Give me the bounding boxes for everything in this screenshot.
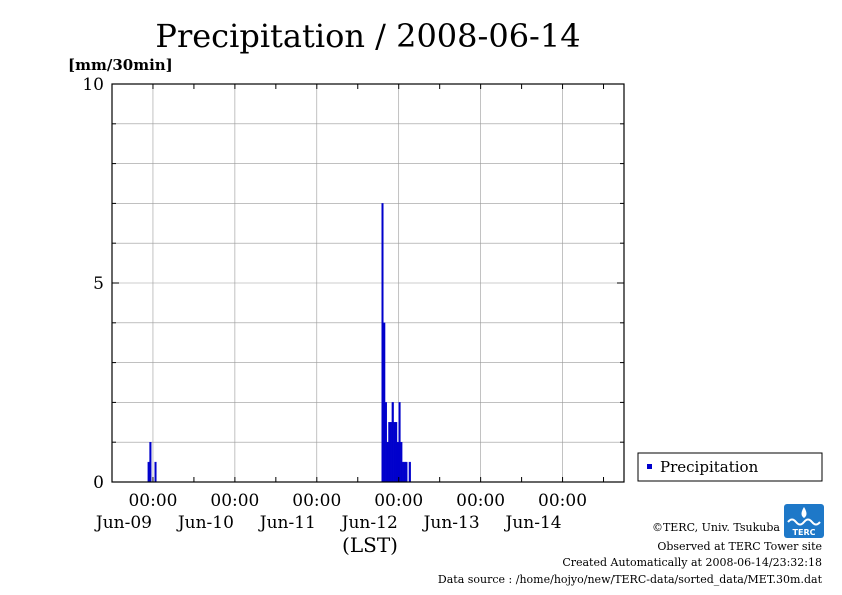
precipitation-bars <box>147 203 411 483</box>
x-tick-time-label: 00:00 <box>292 491 341 511</box>
x-tick-time-label: 00:00 <box>210 491 259 511</box>
precipitation-bar <box>381 203 384 483</box>
wave-icon <box>787 518 821 526</box>
legend-swatch <box>647 464 652 469</box>
x-tick-time-label: 00:00 <box>374 491 423 511</box>
precipitation-bar <box>389 422 393 483</box>
data-source-text: Data source : /home/hojyo/new/TERC-data/… <box>438 573 823 586</box>
precipitation-bar <box>388 422 391 483</box>
precipitation-bar <box>386 442 389 483</box>
terc-logo: TERC <box>784 504 824 538</box>
precipitation-bar <box>391 402 394 483</box>
x-axis-label: (LST) <box>342 533 398 557</box>
precipitation-bar <box>400 442 403 483</box>
x-tick-time-label: 00:00 <box>128 491 177 511</box>
chart-title: Precipitation / 2008-06-14 <box>155 17 580 55</box>
y-tick-label: 0 <box>93 473 104 493</box>
precipitation-bar <box>149 442 152 483</box>
y-axis-unit-label: [mm/30min] <box>68 56 173 74</box>
x-tick-date-label: Jun-14 <box>504 513 562 533</box>
precipitation-bar <box>408 461 411 483</box>
precipitation-bar <box>395 422 398 483</box>
x-tick-date-label: Jun-13 <box>422 513 480 533</box>
legend-box <box>637 452 823 482</box>
x-tick-date-label: Jun-10 <box>176 513 234 533</box>
y-tick-labels: 0 5 10 <box>82 75 104 493</box>
precipitation-bar <box>154 461 157 483</box>
precipitation-bar <box>384 402 387 483</box>
precipitation-bar <box>147 461 150 483</box>
terc-logo-text: TERC <box>793 528 816 537</box>
x-tick-time-label: 00:00 <box>456 491 505 511</box>
precipitation-bar <box>396 442 399 483</box>
precipitation-bar <box>393 422 396 483</box>
precipitation-bar <box>401 461 405 483</box>
legend: Precipitation <box>637 452 823 482</box>
created-timestamp-text: Created Automatically at 2008-06-14/23:3… <box>562 556 822 569</box>
precipitation-bar <box>398 402 401 483</box>
precipitation-bar <box>405 461 408 483</box>
precipitation-bar <box>383 322 386 483</box>
precipitation-bar <box>403 461 406 483</box>
copyright-text: ©TERC, Univ. Tsukuba <box>652 521 780 534</box>
legend-label: Precipitation <box>660 458 759 476</box>
observed-site-text: Observed at TERC Tower site <box>657 540 822 553</box>
x-tick-labels: 00:00Jun-0900:00Jun-1000:00Jun-1100:00Ju… <box>94 491 587 533</box>
x-tick-date-label: Jun-11 <box>258 513 316 533</box>
x-tick-date-label: Jun-09 <box>94 513 152 533</box>
droplet-icon <box>801 507 807 518</box>
y-tick-label: 5 <box>93 274 104 294</box>
plot-frame <box>111 83 625 483</box>
x-tick-time-label: 00:00 <box>538 491 587 511</box>
y-tick-label: 10 <box>82 75 104 95</box>
grid-lines <box>112 84 624 482</box>
x-tick-date-label: Jun-12 <box>340 513 398 533</box>
